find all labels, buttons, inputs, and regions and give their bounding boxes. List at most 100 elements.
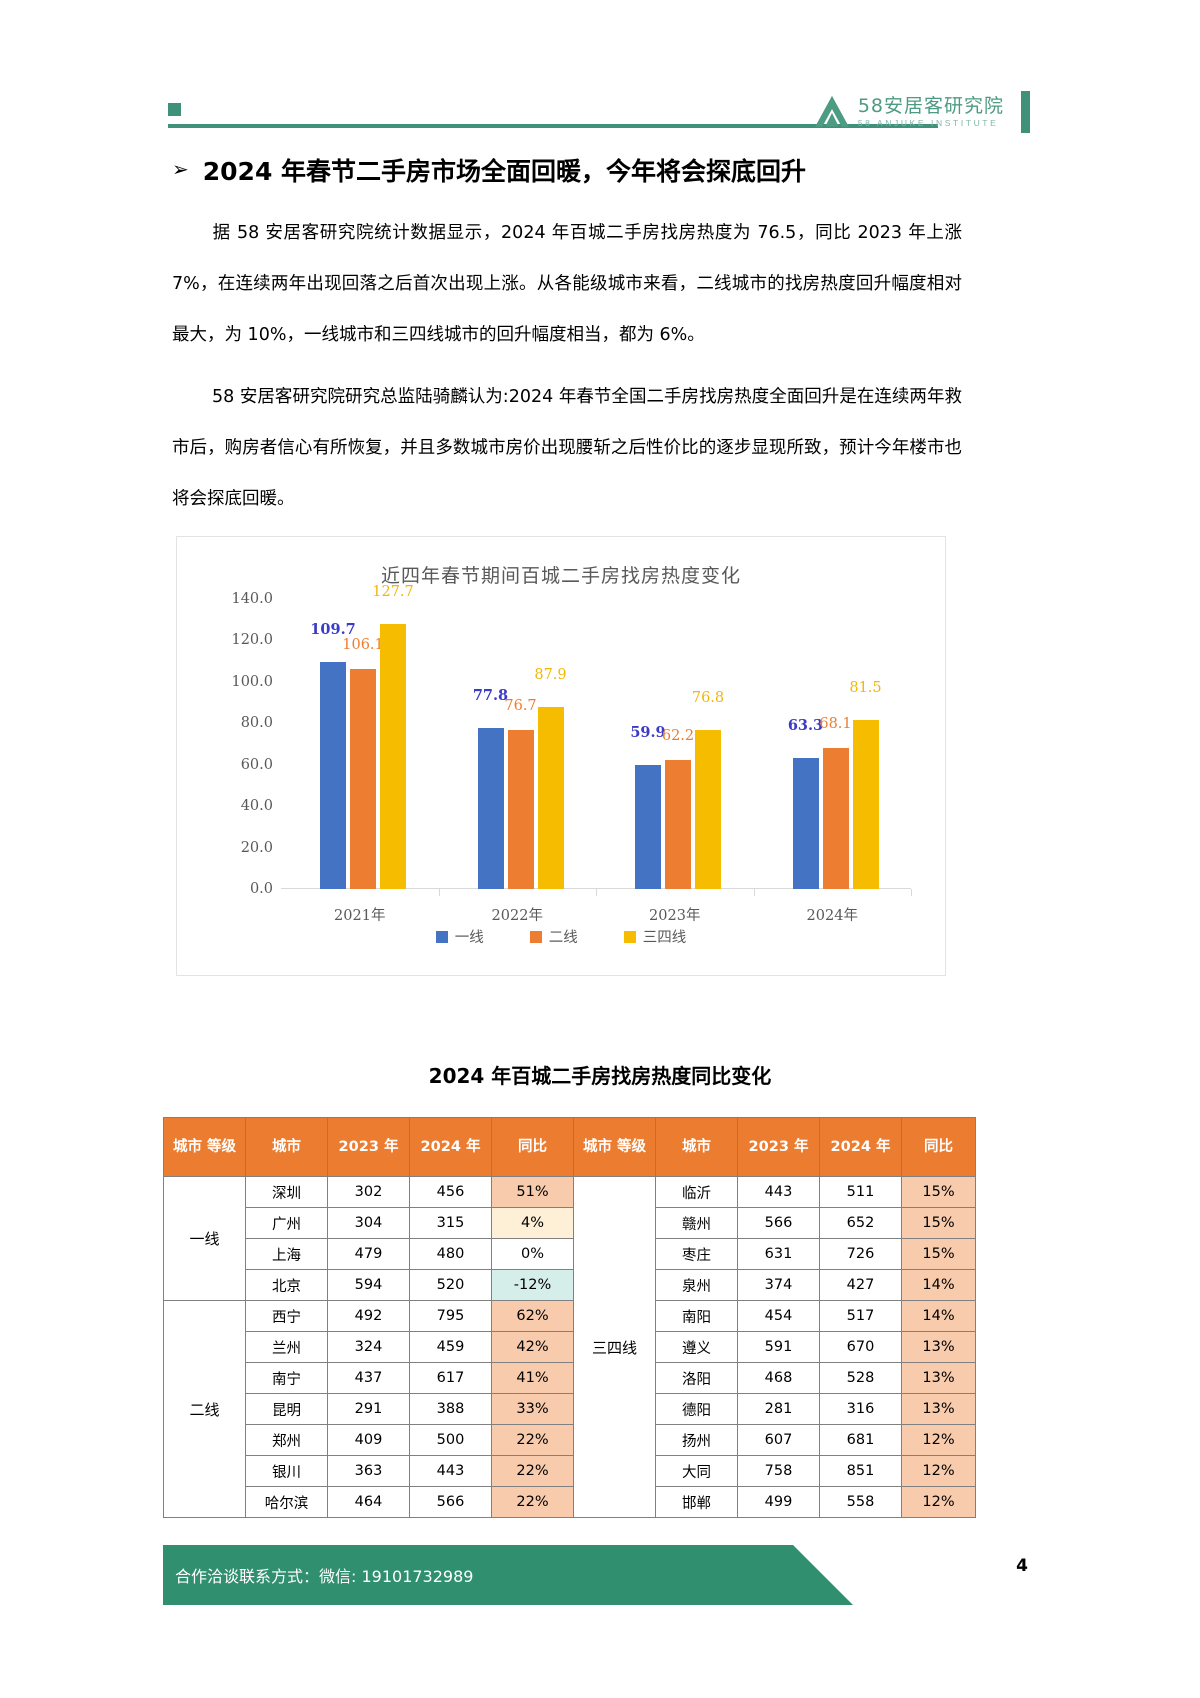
city-cell-left: 南宁 — [245, 1362, 328, 1394]
value-2023-cell-right: 631 — [737, 1238, 820, 1270]
table-header-row-group: 城市 等级 城市 2023 年 2024 年 同比 城市 等级 城市 2023 … — [163, 1117, 976, 1177]
value-2023-cell-right: 281 — [737, 1393, 820, 1425]
chart-bar-group: 77.8 76.7 87.9 2022年 — [439, 599, 597, 924]
city-cell-right: 南阳 — [655, 1300, 738, 1332]
chart-y-tick-label: 120.0 — [231, 632, 273, 649]
page-header: 58安居客研究院 58 ANJUKE INSTITUTE — [168, 88, 1030, 144]
chart-data-label: 76.8 — [691, 689, 725, 706]
chart-data-label: 68.1 — [819, 715, 852, 732]
value-2024-cell-left: 459 — [409, 1331, 492, 1363]
yoy-cell-right: 13% — [901, 1393, 976, 1425]
city-cell-right: 遵义 — [655, 1331, 738, 1363]
col-header-yoy-left: 同比 — [491, 1117, 574, 1177]
header-divider-rule — [168, 124, 938, 128]
col-header-yoy-right: 同比 — [901, 1117, 976, 1177]
chart-bar — [350, 669, 376, 889]
yoy-cell-right: 14% — [901, 1300, 976, 1332]
bar-chart-card: 近四年春节期间百城二手房找房热度变化 0.0 20.0 40.0 60.0 80.0 10… — [176, 536, 946, 976]
value-2024-cell-left: 617 — [409, 1362, 492, 1394]
yoy-cell-right: 12% — [901, 1424, 976, 1456]
table-title: 2024 年百城二手房找房热度同比变化 — [428, 1064, 772, 1088]
value-2024-cell-right: 652 — [819, 1207, 902, 1239]
chart-x-axis-line — [281, 888, 911, 889]
chart-axis-tickmark — [596, 889, 597, 896]
value-2024-cell-left: 500 — [409, 1424, 492, 1456]
col-header-tier-left: 城市 等级 — [163, 1117, 246, 1177]
chart-data-label: 127.7 — [372, 584, 414, 601]
chart-legend-item[interactable]: 三四线 — [623, 926, 686, 947]
city-cell-left: 哈尔滨 — [245, 1486, 328, 1518]
chart-y-tick-label: 60.0 — [240, 756, 273, 773]
chart-bar-group: 63.3 68.1 81.5 2024年 — [754, 599, 912, 924]
table-row: 昆明 291 388 33% 德阳 281 316 13% — [164, 1393, 976, 1425]
chart-bar — [635, 764, 661, 889]
chart-title: 近四年春节期间百城二手房找房热度变化 — [380, 565, 741, 587]
logo-accent-bar — [1021, 91, 1030, 133]
chart-legend-item[interactable]: 二线 — [529, 926, 578, 947]
tier-cell-left: 一线 — [163, 1176, 246, 1301]
table-row: 兰州 324 459 42% 遵义 591 670 13% — [164, 1331, 976, 1363]
chart-legend: 一线 二线 三四线 — [177, 926, 945, 947]
table-header-row: 城市 等级 城市 2023 年 2024 年 同比 城市 等级 城市 2023 … — [163, 1117, 976, 1177]
value-2023-cell-left: 437 — [327, 1362, 410, 1394]
city-cell-left: 广州 — [245, 1207, 328, 1239]
chart-bar — [507, 730, 534, 889]
col-header-2024-right: 2024 年 — [819, 1117, 902, 1177]
paragraph-1-text: 据 58 安居客研究院统计数据显示，2024 年百城二手房找房热度为 76.5，… — [172, 223, 962, 345]
value-2024-cell-right: 558 — [819, 1486, 902, 1518]
value-2023-cell-left: 304 — [327, 1207, 410, 1239]
value-2023-cell-right: 591 — [737, 1331, 820, 1363]
chart-bar — [665, 760, 691, 889]
value-2024-cell-right: 726 — [819, 1238, 902, 1270]
chart-y-tick-label: 80.0 — [240, 715, 273, 732]
value-2023-cell-left: 594 — [327, 1269, 410, 1301]
body-paragraph-1: 据 58 安居客研究院统计数据显示，2024 年百城二手房找房热度为 76.5，… — [172, 208, 962, 361]
value-2024-cell-left: 566 — [409, 1486, 492, 1518]
chart-data-label: 87.9 — [534, 666, 567, 683]
value-2024-cell-right: 528 — [819, 1362, 902, 1394]
tier-cell-right: 三四线 — [573, 1176, 656, 1518]
city-cell-right: 扬州 — [655, 1424, 738, 1456]
chart-y-tick-label: 100.0 — [231, 673, 273, 690]
value-2024-cell-left: 520 — [409, 1269, 492, 1301]
value-2023-cell-left: 324 — [327, 1331, 410, 1363]
chart-data-label: 77.8 — [472, 686, 509, 704]
chart-data-label: 63.3 — [787, 716, 824, 734]
city-cell-left: 上海 — [245, 1238, 328, 1270]
yoy-cell-right: 15% — [901, 1176, 976, 1208]
value-2024-cell-right: 517 — [819, 1300, 902, 1332]
city-cell-right: 德阳 — [655, 1393, 738, 1425]
footer-contact-text: 合作洽谈联系方式：微信: 19101732989 — [175, 1567, 474, 1586]
page-number: 4 — [1016, 1556, 1028, 1576]
chart-bar — [822, 747, 849, 889]
city-cell-right: 枣庄 — [655, 1238, 738, 1270]
table-row: 二线 西宁 492 795 62% 南阳 454 517 14% — [163, 1300, 976, 1518]
value-2023-cell-left: 479 — [327, 1238, 410, 1270]
chart-bar — [320, 661, 346, 889]
tier-cell-left: 二线 — [163, 1300, 246, 1518]
value-2023-cell-left: 492 — [327, 1300, 410, 1332]
logo-english-name: 58 ANJUKE INSTITUTE — [857, 117, 999, 128]
chart-legend-item[interactable]: 一线 — [435, 926, 484, 947]
chart-bar — [380, 624, 406, 889]
city-cell-left: 西宁 — [245, 1300, 328, 1332]
yoy-change-table: 城市 等级 城市 2023 年 2024 年 同比 城市 等级 城市 2023 … — [163, 1117, 976, 1518]
table-row: 广州 304 315 4% 赣州 566 652 15% — [164, 1207, 976, 1239]
value-2023-cell-left: 464 — [327, 1486, 410, 1518]
yoy-cell-left: 33% — [491, 1393, 574, 1425]
value-2023-cell-left: 302 — [327, 1176, 410, 1208]
value-2024-cell-right: 681 — [819, 1424, 902, 1456]
value-2024-cell-right: 427 — [819, 1269, 902, 1301]
chart-axis-tickmark — [438, 889, 440, 896]
legend-label: 二线 — [548, 930, 578, 946]
city-cell-right: 临沂 — [655, 1176, 738, 1208]
section-heading: ➢ 2024 年春节二手房市场全面回暖，今年将会探底回升 — [172, 152, 806, 188]
yoy-cell-left: 4% — [491, 1207, 574, 1239]
col-header-city-left: 城市 — [245, 1117, 328, 1177]
chart-axis-tickmark — [911, 889, 912, 896]
legend-swatch-icon — [529, 930, 542, 943]
body-paragraph-2: 58 安居客研究院研究总监陆骑麟认为:2024 年春节全国二手房找房热度全面回升… — [172, 372, 962, 525]
col-header-2023-right: 2023 年 — [737, 1117, 820, 1177]
city-cell-right: 大同 — [655, 1455, 738, 1487]
yoy-cell-right: 15% — [901, 1207, 976, 1239]
